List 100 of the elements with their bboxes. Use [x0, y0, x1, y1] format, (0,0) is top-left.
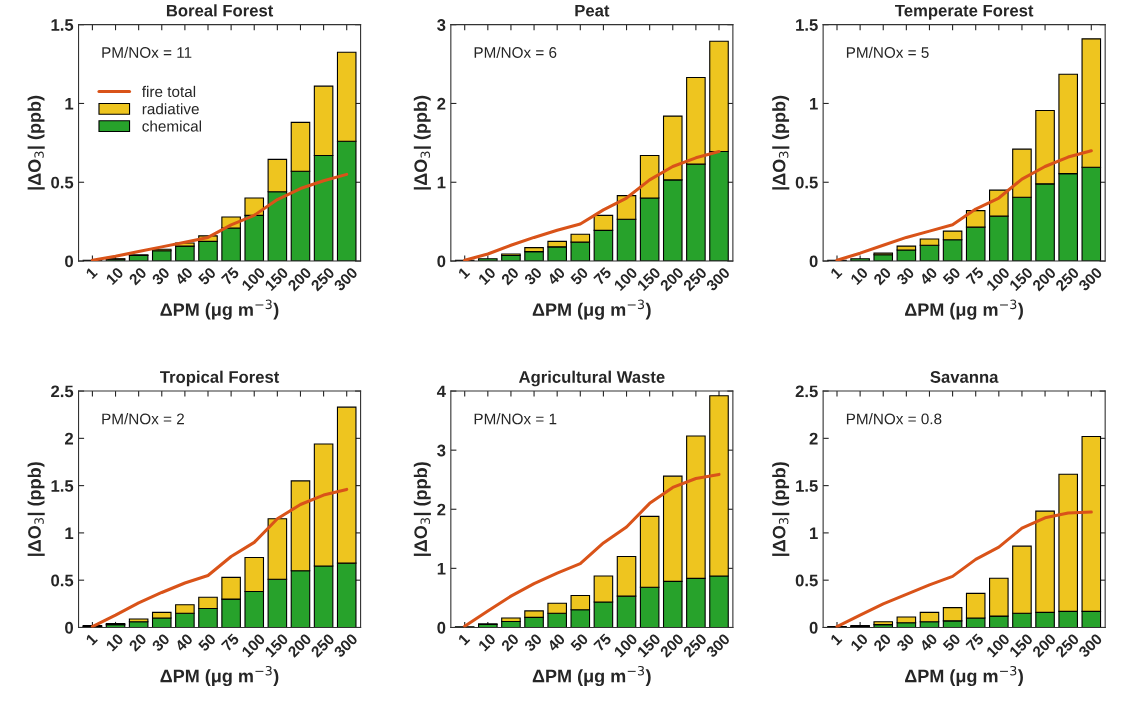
y-tick-label: 1: [65, 527, 74, 539]
x-tick-label: 300: [1077, 633, 1103, 659]
x-tick-label: 75: [593, 266, 613, 286]
y-axis-title: |ΔO$_{3}$| (ppb): [413, 462, 431, 556]
x-tick-label: 75: [965, 633, 985, 652]
x-tick-label: 1: [830, 266, 843, 280]
y-axis-title: |ΔO$_{3}$| (ppb): [772, 95, 790, 190]
x-tick-label: 200: [287, 633, 312, 658]
y-tick-label: 4: [436, 385, 446, 398]
chart-title: Temperate Forest: [895, 4, 1034, 20]
x-tick-label: 100: [985, 633, 1011, 658]
x-tick-label: 30: [895, 633, 915, 653]
y-tick-label: 3: [437, 19, 446, 31]
x-tick-label: 250: [682, 633, 708, 658]
x-tick-label: 300: [333, 633, 359, 659]
chart-title: Peat: [575, 4, 610, 17]
x-axis-title: ΔPM (μg m$^{−3}$): [905, 665, 1023, 687]
x-tick-label: 100: [241, 266, 266, 292]
x-tick-label: 75: [965, 266, 985, 286]
x-tick-label: 300: [705, 633, 731, 659]
y-axis-title: |ΔO$_{3}$| (ppb): [413, 95, 431, 190]
x-tick-label: 300: [1077, 266, 1103, 292]
x-axis-title: ΔPM (μg m$^{−3}$): [160, 665, 279, 687]
chart-title: Boreal Forest: [166, 4, 274, 17]
x-tick-label: 20: [128, 633, 148, 652]
x-tick-label: 10: [850, 266, 869, 286]
y-tick-label: 1: [437, 176, 446, 189]
y-tick-label: 1: [437, 562, 446, 575]
x-tick-label: 40: [546, 633, 566, 653]
x-tick-label: 40: [174, 266, 194, 286]
y-tick-label: 2: [437, 97, 446, 110]
x-tick-label: 10: [477, 633, 497, 652]
x-tick-label: 200: [659, 633, 685, 658]
x-tick-label: 50: [569, 266, 589, 286]
x-axis-title: ΔPM (μg m$^{−3}$): [532, 665, 651, 687]
y-tick-label: 0: [809, 621, 818, 634]
x-tick-label: 10: [105, 266, 124, 286]
x-tick-label: 150: [264, 266, 289, 292]
y-tick-label: 1: [810, 98, 818, 110]
x-tick-label: 50: [197, 266, 217, 286]
x-tick-label: 150: [636, 633, 662, 658]
x-tick-label: 40: [546, 266, 566, 286]
y-tick-label: 3: [437, 444, 446, 457]
y-tick-label: 2: [64, 432, 74, 445]
x-tick-label: 100: [613, 633, 638, 658]
y-tick-label: 2: [437, 503, 446, 516]
y-tick-label: 1.5: [51, 480, 74, 492]
x-tick-label: 1: [85, 266, 98, 280]
x-tick-label: 40: [918, 633, 938, 653]
x-tick-label: 40: [174, 633, 194, 653]
y-tick-label: 1.5: [796, 480, 818, 492]
x-tick-label: 1: [457, 266, 471, 280]
y-tick-label: 0.5: [51, 176, 74, 189]
y-tick-label: 0.5: [795, 176, 818, 189]
x-tick-label: 50: [942, 266, 962, 286]
y-tick-label: 1.5: [51, 19, 74, 31]
chart-title: Tropical Forest: [160, 370, 280, 387]
x-tick-label: 50: [569, 633, 589, 652]
y-tick-label: 0: [437, 255, 446, 268]
x-tick-label: 150: [1008, 633, 1034, 658]
x-tick-label: 300: [705, 266, 731, 292]
y-tick-label: 2.5: [795, 385, 818, 398]
y-tick-label: 0: [809, 255, 818, 268]
x-tick-label: 20: [500, 266, 520, 286]
x-tick-label: 250: [682, 266, 708, 292]
annotation: PM/NOx = 0.8: [846, 413, 942, 425]
y-tick-label: 0: [437, 621, 446, 634]
x-tick-label: 20: [872, 633, 892, 652]
x-tick-label: 20: [500, 633, 520, 652]
y-tick-label: 0.5: [51, 574, 74, 587]
x-tick-label: 50: [197, 633, 217, 652]
y-tick-label: 1: [810, 527, 818, 539]
x-tick-label: 75: [593, 633, 613, 652]
x-tick-label: 30: [151, 266, 171, 286]
y-axis-title: |ΔO$_{3}$| (ppb): [27, 95, 45, 190]
x-tick-label: 10: [105, 633, 124, 652]
x-tick-label: 20: [128, 266, 148, 286]
x-tick-label: 300: [333, 266, 359, 292]
x-tick-label: 100: [613, 266, 638, 292]
x-tick-label: 200: [1031, 266, 1057, 292]
x-tick-label: 150: [1008, 266, 1034, 292]
x-tick-label: 30: [523, 633, 543, 653]
annotation: PM/NOx = 5: [846, 46, 929, 58]
legend-label: radiative: [142, 103, 199, 115]
x-tick-label: 30: [895, 266, 915, 286]
y-tick-label: 2.5: [51, 385, 74, 398]
y-axis-title: |ΔO$_{3}$| (ppb): [772, 462, 790, 556]
x-tick-label: 10: [850, 633, 869, 652]
x-tick-label: 150: [264, 633, 289, 658]
x-axis-title: ΔPM (μg m$^{−3}$): [160, 299, 279, 320]
x-tick-label: 200: [287, 266, 312, 292]
x-tick-label: 250: [1054, 266, 1080, 292]
y-tick-label: 1: [65, 98, 74, 110]
y-tick-label: 0: [65, 255, 73, 268]
y-axis-title: |ΔO$_{3}$| (ppb): [27, 462, 45, 556]
x-tick-label: 250: [1054, 633, 1080, 658]
chart-title: Savanna: [930, 371, 999, 383]
annotation: PM/NOx = 6: [474, 46, 557, 58]
x-tick-label: 200: [659, 266, 685, 292]
x-tick-label: 10: [477, 266, 497, 286]
